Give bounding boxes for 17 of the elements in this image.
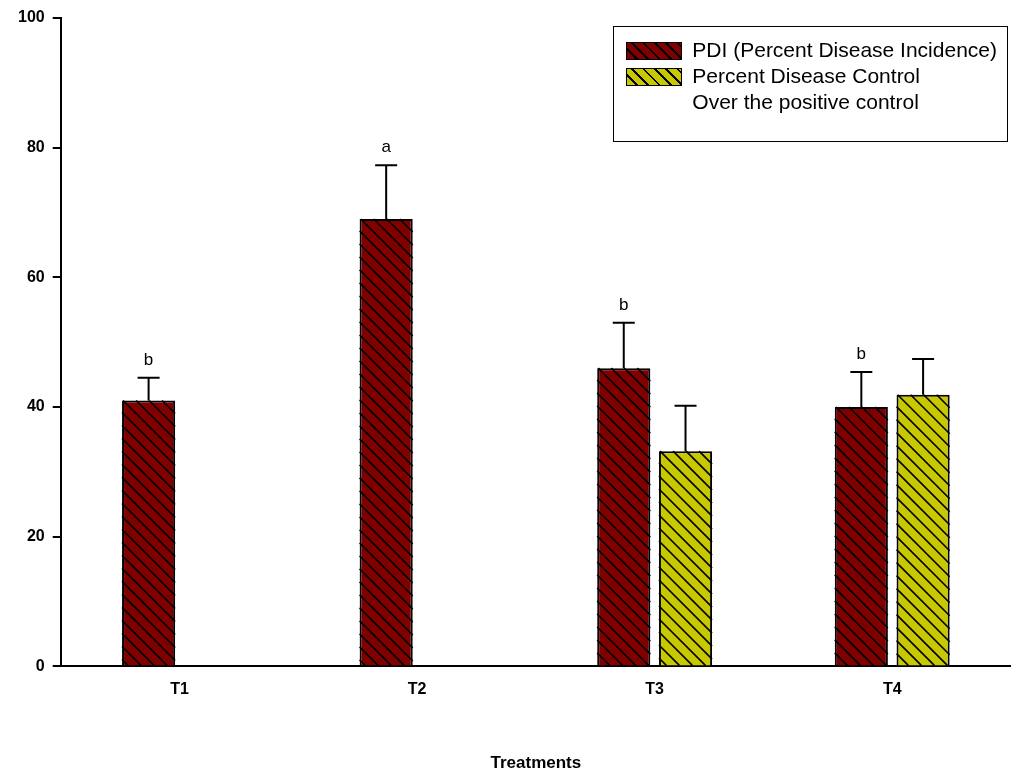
y-tick-label: 20: [26, 527, 45, 545]
x-axis-title: Treatments: [490, 753, 582, 773]
annotation: b: [143, 350, 154, 370]
x-tick-label: T4: [882, 680, 902, 698]
x-tick-label: T2: [407, 680, 427, 698]
annotation: b: [619, 294, 629, 314]
x-tick-label: T3: [645, 680, 665, 698]
annotation: a: [381, 137, 392, 157]
y-tick-label: 80: [26, 138, 45, 156]
x-tick-label: T1: [170, 680, 189, 698]
annotation: b: [856, 344, 867, 364]
y-tick-label: 40: [26, 397, 45, 415]
legend-label: Percent Disease Control Over the positive control: [692, 63, 920, 115]
y-tick-label: 60: [26, 267, 45, 285]
y-tick-label: 0: [35, 656, 45, 674]
y-tick-label: 100: [17, 8, 45, 26]
legend-label: PDI (Percent Disease Incidence): [692, 37, 997, 63]
